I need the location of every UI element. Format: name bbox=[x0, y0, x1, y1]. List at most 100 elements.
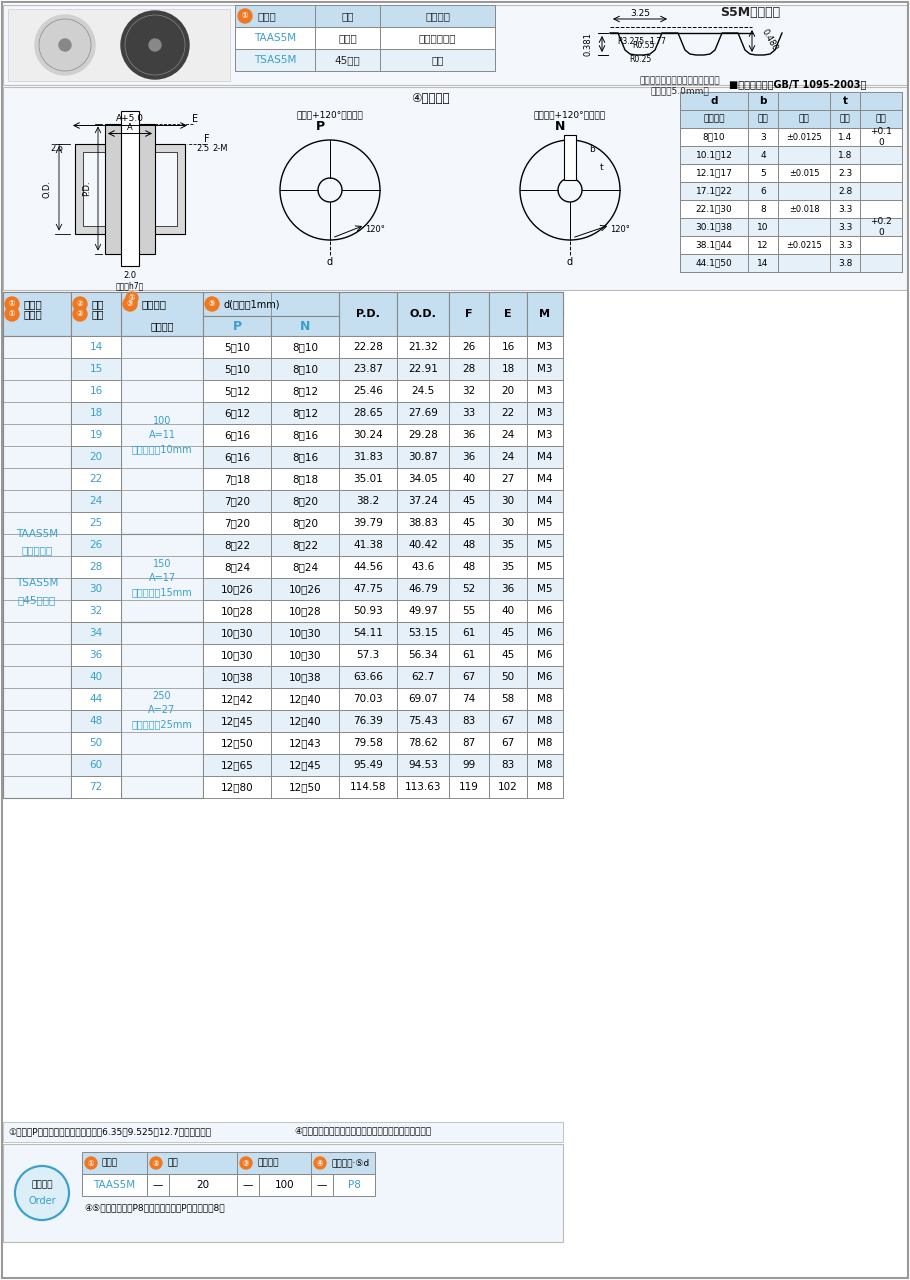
Text: 类型码: 类型码 bbox=[257, 12, 276, 20]
Text: P: P bbox=[316, 120, 325, 133]
Text: 12～45: 12～45 bbox=[288, 760, 321, 771]
Bar bbox=[3, 1144, 563, 1242]
Bar bbox=[339, 710, 397, 732]
Text: 24: 24 bbox=[89, 495, 103, 506]
Text: 43.6: 43.6 bbox=[411, 562, 435, 572]
Bar bbox=[203, 534, 271, 556]
Bar bbox=[397, 579, 449, 600]
Text: 16: 16 bbox=[501, 342, 515, 352]
Text: 33: 33 bbox=[462, 408, 476, 419]
Text: d: d bbox=[710, 96, 718, 106]
Bar bbox=[489, 776, 527, 797]
Bar bbox=[449, 292, 489, 335]
Text: 材质: 材质 bbox=[341, 12, 354, 20]
Circle shape bbox=[73, 307, 87, 321]
Bar bbox=[339, 292, 397, 335]
Text: 32: 32 bbox=[89, 605, 103, 616]
Text: 48: 48 bbox=[89, 716, 103, 726]
Bar bbox=[527, 776, 563, 797]
Circle shape bbox=[14, 1165, 70, 1221]
Bar bbox=[203, 316, 271, 335]
Text: 10.1～12: 10.1～12 bbox=[695, 151, 733, 160]
Bar bbox=[271, 556, 339, 579]
Text: 26: 26 bbox=[89, 540, 103, 550]
Bar bbox=[397, 292, 449, 335]
Text: 3.3: 3.3 bbox=[838, 223, 852, 232]
Text: —: — bbox=[153, 1180, 163, 1190]
Text: 7～20: 7～20 bbox=[224, 518, 250, 527]
Text: Order: Order bbox=[28, 1196, 56, 1206]
Text: 20: 20 bbox=[501, 387, 514, 396]
Bar bbox=[449, 534, 489, 556]
Bar bbox=[527, 710, 563, 732]
Text: 35: 35 bbox=[501, 562, 515, 572]
Text: M4: M4 bbox=[537, 452, 552, 462]
Text: 36: 36 bbox=[462, 452, 476, 462]
Text: 8～10: 8～10 bbox=[292, 342, 318, 352]
Bar bbox=[71, 490, 121, 512]
Text: TAAS5M: TAAS5M bbox=[254, 33, 296, 44]
Bar bbox=[3, 87, 907, 291]
Text: 0.381: 0.381 bbox=[583, 32, 592, 56]
Text: E: E bbox=[504, 308, 511, 319]
Text: ①: ① bbox=[9, 310, 15, 319]
Text: 6～12: 6～12 bbox=[224, 408, 250, 419]
Text: 15: 15 bbox=[89, 364, 103, 374]
Bar bbox=[71, 512, 121, 534]
Bar bbox=[203, 445, 271, 468]
Circle shape bbox=[238, 9, 252, 23]
Text: ④: ④ bbox=[317, 1158, 323, 1167]
Bar bbox=[235, 5, 495, 27]
Bar bbox=[339, 579, 397, 600]
Circle shape bbox=[121, 12, 189, 79]
Text: 35.01: 35.01 bbox=[353, 474, 383, 484]
Text: 23.87: 23.87 bbox=[353, 364, 383, 374]
Text: 宽度代码: 宽度代码 bbox=[257, 1158, 278, 1167]
Text: 6: 6 bbox=[760, 187, 766, 196]
Bar bbox=[339, 468, 397, 490]
Text: M5: M5 bbox=[537, 584, 552, 594]
Text: 轴孔类型·⑤d: 轴孔类型·⑤d bbox=[331, 1158, 369, 1167]
Bar bbox=[203, 556, 271, 579]
Text: 36: 36 bbox=[501, 584, 515, 594]
Bar bbox=[203, 380, 271, 402]
Text: 6～16: 6～16 bbox=[224, 430, 250, 440]
Text: M5: M5 bbox=[537, 540, 552, 550]
Bar bbox=[237, 1152, 311, 1174]
Bar bbox=[489, 732, 527, 754]
Text: 56.34: 56.34 bbox=[408, 650, 438, 660]
Bar bbox=[397, 468, 449, 490]
Text: 30.87: 30.87 bbox=[408, 452, 438, 462]
Bar bbox=[397, 754, 449, 776]
Text: 3.8: 3.8 bbox=[838, 259, 852, 268]
Text: 3.25: 3.25 bbox=[630, 9, 650, 18]
Text: 1.4: 1.4 bbox=[838, 133, 852, 142]
Text: 21.32: 21.32 bbox=[408, 342, 438, 352]
Text: 28: 28 bbox=[89, 562, 103, 572]
Text: 32: 32 bbox=[462, 387, 476, 396]
Text: P: P bbox=[232, 320, 241, 333]
Bar bbox=[527, 666, 563, 689]
Text: M: M bbox=[540, 308, 551, 319]
Text: 齿数: 齿数 bbox=[91, 300, 104, 308]
Text: 47.75: 47.75 bbox=[353, 584, 383, 594]
Bar bbox=[489, 490, 527, 512]
Text: 2.3: 2.3 bbox=[838, 169, 852, 178]
Text: 8～10: 8～10 bbox=[703, 133, 725, 142]
Bar bbox=[680, 164, 902, 182]
Text: M5: M5 bbox=[537, 562, 552, 572]
Text: 60: 60 bbox=[89, 760, 103, 771]
Text: 37.24: 37.24 bbox=[408, 495, 438, 506]
Text: 150
A=17
皮带宽度：15mm: 150 A=17 皮带宽度：15mm bbox=[132, 559, 192, 596]
Text: 16: 16 bbox=[89, 387, 103, 396]
Text: 83: 83 bbox=[501, 760, 515, 771]
Bar bbox=[489, 512, 527, 534]
Bar bbox=[397, 402, 449, 424]
Circle shape bbox=[5, 297, 19, 311]
Text: 29.28: 29.28 bbox=[408, 430, 438, 440]
Bar bbox=[527, 689, 563, 710]
Text: 102: 102 bbox=[498, 782, 518, 792]
Text: 10～38: 10～38 bbox=[288, 672, 321, 682]
Bar bbox=[449, 689, 489, 710]
Text: 8～24: 8～24 bbox=[224, 562, 250, 572]
